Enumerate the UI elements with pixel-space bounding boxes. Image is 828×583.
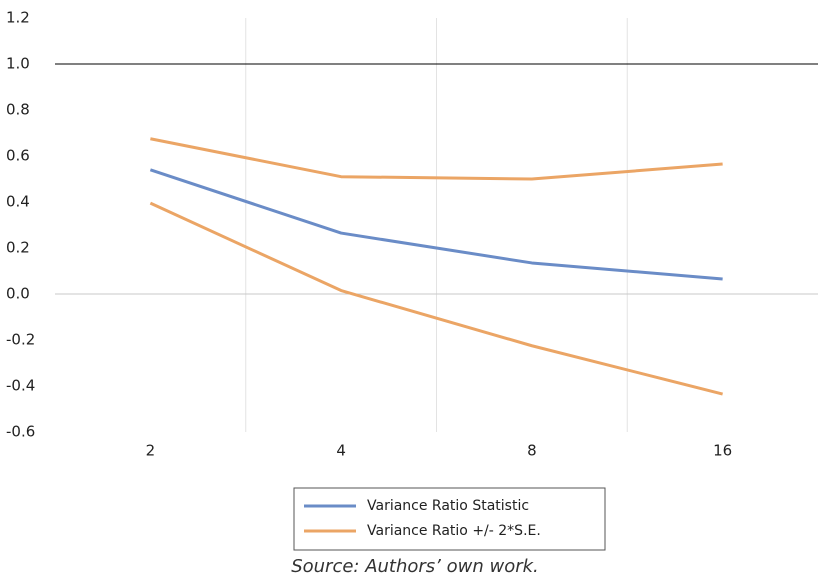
y-tick-label: 0.0 bbox=[6, 285, 30, 303]
x-tick-label: 2 bbox=[146, 442, 156, 460]
y-tick-label: -0.4 bbox=[6, 377, 35, 395]
legend-label: Variance Ratio +/- 2*S.E. bbox=[367, 523, 541, 539]
y-tick-label: 0.8 bbox=[6, 101, 30, 119]
series-line bbox=[149, 201, 723, 396]
legend-box bbox=[293, 487, 606, 551]
y-tick-label: -0.2 bbox=[6, 331, 35, 349]
series-line bbox=[150, 137, 723, 181]
y-tick-label: 1.0 bbox=[6, 55, 30, 73]
caption: Source: Authors’ own work. bbox=[291, 556, 539, 577]
x-tick-label: 4 bbox=[336, 442, 346, 460]
legend-label: Variance Ratio Statistic bbox=[367, 498, 529, 514]
y-tick-label: 0.2 bbox=[6, 239, 30, 257]
series-line bbox=[149, 168, 723, 281]
y-tick-label: 1.2 bbox=[6, 9, 30, 27]
y-tick-label: 0.4 bbox=[6, 193, 30, 211]
x-tick-label: 8 bbox=[527, 442, 537, 460]
y-tick-label: 0.6 bbox=[6, 147, 30, 165]
y-tick-label: -0.6 bbox=[6, 423, 35, 441]
x-tick-label: 16 bbox=[713, 442, 732, 460]
